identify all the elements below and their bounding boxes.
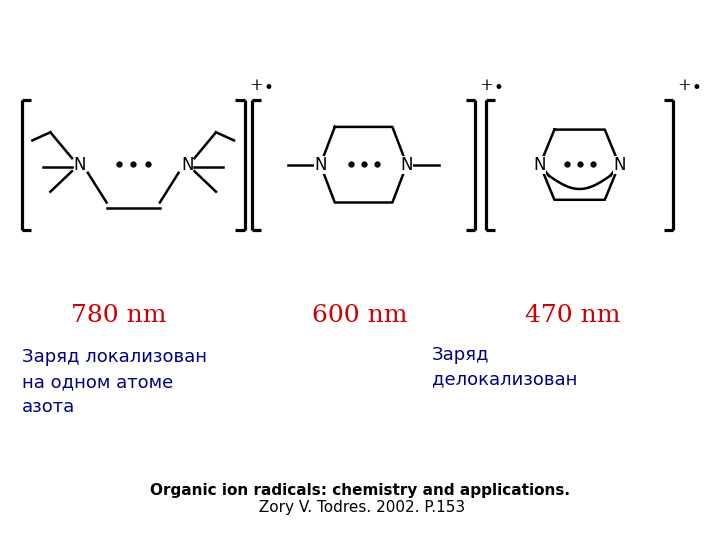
Text: +: + <box>678 78 691 94</box>
Text: N: N <box>181 156 194 174</box>
Text: N: N <box>400 156 413 174</box>
Text: N: N <box>613 156 626 174</box>
Text: Zory V. Todres. 2002. P.153: Zory V. Todres. 2002. P.153 <box>254 500 466 515</box>
Text: •: • <box>494 80 504 97</box>
Text: +: + <box>480 78 493 94</box>
Text: •: • <box>692 80 702 97</box>
Text: Заряд
делокализован: Заряд делокализован <box>432 346 577 389</box>
Text: •: • <box>264 80 274 97</box>
Text: 780 nm: 780 nm <box>71 305 166 327</box>
Text: N: N <box>314 156 327 174</box>
Text: Заряд локализован
на одном атоме
азота: Заряд локализован на одном атоме азота <box>22 348 207 416</box>
Text: N: N <box>534 156 546 174</box>
Text: 600 nm: 600 nm <box>312 305 408 327</box>
Text: Organic ion radicals: chemistry and applications.: Organic ion radicals: chemistry and appl… <box>150 483 570 498</box>
Text: N: N <box>73 156 86 174</box>
Text: 470 nm: 470 nm <box>525 305 620 327</box>
Text: +: + <box>249 78 263 94</box>
